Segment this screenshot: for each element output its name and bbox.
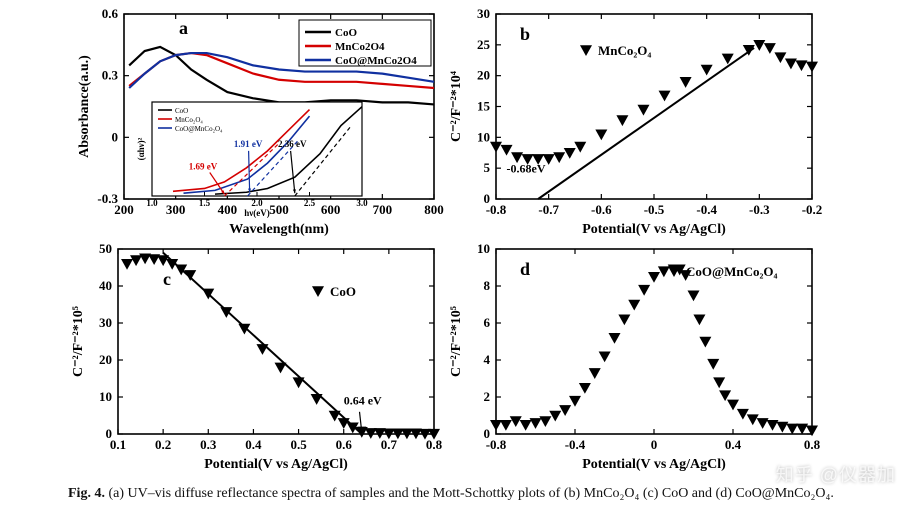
- svg-text:Absorbance(a.u.): Absorbance(a.u.): [77, 55, 92, 158]
- svg-text:CoO@MnCo₂O₄: CoO@MnCo₂O₄: [175, 125, 223, 133]
- svg-text:0.1: 0.1: [110, 437, 126, 452]
- svg-text:4: 4: [484, 352, 491, 367]
- svg-text:6: 6: [484, 315, 491, 330]
- svg-text:c: c: [163, 269, 171, 289]
- svg-text:CoO: CoO: [330, 284, 356, 299]
- svg-text:d: d: [520, 259, 530, 279]
- svg-text:-0.4: -0.4: [696, 202, 717, 217]
- svg-text:3.0: 3.0: [356, 198, 368, 208]
- svg-text:600: 600: [321, 202, 341, 217]
- svg-text:0.6: 0.6: [102, 6, 119, 21]
- svg-text:Wavelength(nm): Wavelength(nm): [229, 222, 329, 237]
- watermark-text: 知乎 @仪器加: [776, 461, 896, 487]
- svg-text:15: 15: [477, 99, 491, 114]
- svg-text:CoO: CoO: [335, 27, 357, 39]
- svg-text:b: b: [520, 24, 530, 44]
- svg-text:0.8: 0.8: [426, 437, 443, 452]
- svg-text:2.0: 2.0: [251, 198, 263, 208]
- svg-text:25: 25: [477, 37, 491, 52]
- svg-text:C⁻²/F⁻²*10⁵: C⁻²/F⁻²*10⁵: [449, 306, 464, 377]
- svg-text:0: 0: [106, 426, 113, 441]
- svg-text:10: 10: [99, 389, 112, 404]
- svg-text:(αhν)²: (αhν)²: [136, 137, 146, 160]
- svg-text:800: 800: [424, 202, 444, 217]
- svg-text:30: 30: [99, 315, 112, 330]
- svg-text:50: 50: [99, 241, 112, 256]
- panel-a: 200300400500600700800-0.300.30.6Waveleng…: [68, 6, 446, 241]
- svg-text:2.36 eV: 2.36 eV: [278, 139, 307, 149]
- svg-text:MnCo₂O₄: MnCo₂O₄: [598, 43, 651, 58]
- svg-text:CoO@MnCo2O4: CoO@MnCo2O4: [335, 55, 417, 67]
- svg-text:400: 400: [218, 202, 238, 217]
- svg-text:0.4: 0.4: [245, 437, 262, 452]
- svg-text:1.69 eV: 1.69 eV: [189, 162, 218, 172]
- svg-text:300: 300: [166, 202, 186, 217]
- svg-text:-0.3: -0.3: [749, 202, 770, 217]
- svg-text:a: a: [179, 18, 188, 38]
- svg-text:CoO: CoO: [175, 107, 188, 115]
- svg-text:0.6: 0.6: [336, 437, 353, 452]
- svg-text:CoO@MnCo₂O₄: CoO@MnCo₂O₄: [686, 264, 777, 279]
- svg-text:-0.5: -0.5: [644, 202, 665, 217]
- svg-text:-0.68eV: -0.68eV: [507, 161, 546, 175]
- svg-text:1.91 eV: 1.91 eV: [234, 139, 263, 149]
- svg-text:1.5: 1.5: [199, 198, 211, 208]
- svg-text:hν(eV): hν(eV): [244, 208, 270, 218]
- svg-text:20: 20: [99, 352, 112, 367]
- caption-prefix: Fig. 4.: [68, 486, 105, 501]
- svg-text:0: 0: [484, 191, 491, 206]
- svg-text:700: 700: [373, 202, 393, 217]
- svg-text:-0.4: -0.4: [565, 437, 586, 452]
- svg-text:Potential(V vs Ag/AgCl): Potential(V vs Ag/AgCl): [582, 457, 726, 472]
- svg-text:-0.2: -0.2: [802, 202, 823, 217]
- svg-text:C⁻²/F⁻²*10⁴: C⁻²/F⁻²*10⁴: [449, 70, 464, 142]
- svg-text:0.2: 0.2: [155, 437, 171, 452]
- svg-text:10: 10: [477, 129, 490, 144]
- svg-text:20: 20: [477, 68, 490, 83]
- svg-text:40: 40: [99, 278, 112, 293]
- svg-text:30: 30: [477, 6, 490, 21]
- svg-text:Potential(V vs Ag/AgCl): Potential(V vs Ag/AgCl): [582, 222, 726, 237]
- svg-text:2: 2: [484, 389, 491, 404]
- svg-text:MnCo2O4: MnCo2O4: [335, 41, 385, 53]
- panel-d: -0.8-0.400.40.80246810Potential(V vs Ag/…: [446, 241, 824, 476]
- figure-grid: 200300400500600700800-0.300.30.6Waveleng…: [68, 6, 824, 476]
- svg-text:0.3: 0.3: [102, 68, 119, 83]
- svg-text:Potential(V vs Ag/AgCl): Potential(V vs Ag/AgCl): [204, 457, 348, 472]
- svg-text:5: 5: [484, 160, 491, 175]
- svg-text:-0.3: -0.3: [97, 191, 118, 206]
- svg-text:0: 0: [651, 437, 658, 452]
- svg-text:0.4: 0.4: [725, 437, 742, 452]
- svg-text:MnCo₂O₄: MnCo₂O₄: [175, 116, 203, 124]
- svg-text:0: 0: [484, 426, 491, 441]
- svg-text:2.5: 2.5: [304, 198, 316, 208]
- svg-text:-0.7: -0.7: [538, 202, 559, 217]
- svg-text:0.7: 0.7: [381, 437, 398, 452]
- panel-c: 0.1 0.2 0.3 0.4 0.5 0.6 0.7 0.8 0 10 20 30 40 50 Poten…: [68, 241, 446, 476]
- svg-text:10: 10: [477, 241, 490, 256]
- svg-text:0: 0: [112, 129, 119, 144]
- svg-text:0.8: 0.8: [804, 437, 821, 452]
- svg-text:8: 8: [484, 278, 491, 293]
- svg-text:0.3: 0.3: [200, 437, 217, 452]
- svg-text:-0.6: -0.6: [591, 202, 612, 217]
- figure-caption: Fig. 4. (a) UV–vis diffuse reflectance s…: [68, 486, 848, 502]
- svg-text:0.5: 0.5: [290, 437, 307, 452]
- svg-text:500: 500: [269, 202, 289, 217]
- panel-b: -0.8-0.7-0.6-0.5-0.4-0.3-0.2051015202530…: [446, 6, 824, 241]
- svg-text:1.0: 1.0: [146, 198, 158, 208]
- caption-body: (a) UV–vis diffuse reflectance spectra o…: [105, 486, 834, 501]
- svg-text:0.64 eV: 0.64 eV: [344, 393, 382, 407]
- svg-text:C⁻²/F⁻²*10⁵: C⁻²/F⁻²*10⁵: [71, 306, 86, 377]
